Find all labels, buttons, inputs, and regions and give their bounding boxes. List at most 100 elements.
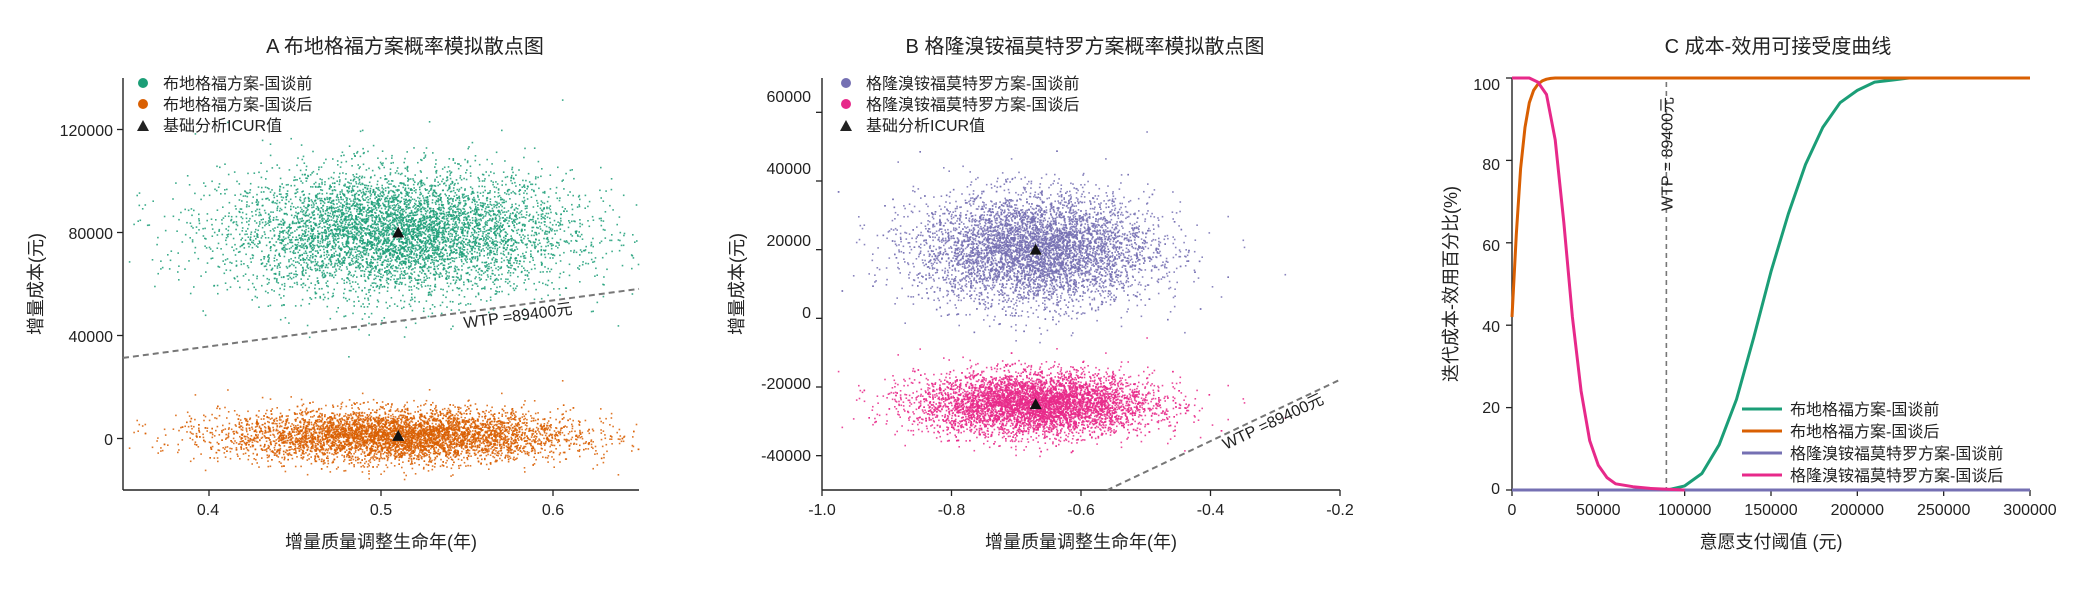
scatter-point <box>424 207 427 210</box>
scatter-point <box>454 162 456 164</box>
scatter-point <box>408 267 410 270</box>
scatter-point <box>527 278 530 280</box>
scatter-point <box>396 238 398 241</box>
scatter-point <box>321 287 323 290</box>
scatter-point <box>634 241 636 243</box>
scatter-point <box>256 277 258 280</box>
scatter-point <box>241 227 244 229</box>
scatter-point <box>387 237 390 239</box>
scatter-point <box>549 188 552 190</box>
scatter-point <box>514 181 516 184</box>
scatter-point <box>306 264 309 267</box>
scatter-point <box>339 209 342 212</box>
scatter-point <box>391 154 393 157</box>
scatter-point <box>374 211 376 214</box>
scatter-point <box>305 235 308 237</box>
scatter-point <box>273 235 276 237</box>
scatter-point <box>415 279 417 281</box>
scatter-point <box>448 231 450 233</box>
scatter-point <box>466 232 469 235</box>
scatter-point <box>480 219 482 222</box>
scatter-point <box>484 215 487 217</box>
scatter-point <box>515 229 518 232</box>
scatter-point <box>353 274 355 276</box>
scatter-point <box>412 228 414 230</box>
scatter-point <box>401 172 403 175</box>
scatter-point <box>340 216 342 219</box>
scatter-point <box>385 255 388 257</box>
scatter-point <box>293 282 296 284</box>
scatter-point <box>290 238 293 241</box>
scatter-point <box>403 300 406 303</box>
scatter-point <box>447 203 450 205</box>
scatter-point <box>553 306 555 309</box>
scatter-point <box>337 233 340 235</box>
scatter-point <box>451 223 454 226</box>
scatter-point <box>247 172 249 175</box>
scatter-point <box>269 230 272 232</box>
scatter-point <box>447 267 449 269</box>
scatter-point <box>305 272 307 274</box>
scatter-point <box>421 224 424 226</box>
scatter-point <box>327 217 329 219</box>
scatter-point <box>479 238 481 240</box>
scatter-point <box>380 222 382 225</box>
scatter-point <box>316 268 319 270</box>
scatter-point <box>433 306 436 308</box>
scatter-point <box>498 215 501 218</box>
scatter-point <box>344 223 347 225</box>
scatter-point <box>198 229 200 231</box>
scatter-point <box>376 261 379 264</box>
scatter-point <box>359 130 362 133</box>
scatter-point <box>588 225 591 228</box>
scatter-point <box>426 246 429 249</box>
scatter-point <box>423 207 425 209</box>
scatter-point <box>465 238 467 241</box>
scatter-point <box>465 171 467 174</box>
scatter-point <box>462 246 465 248</box>
scatter-point <box>336 228 339 231</box>
scatter-point <box>361 220 363 222</box>
scatter-point <box>361 175 364 178</box>
scatter-point <box>304 238 306 241</box>
scatter-point <box>559 238 562 241</box>
scatter-point <box>339 263 342 265</box>
scatter-point <box>474 257 476 260</box>
scatter-point <box>540 222 543 224</box>
scatter-point <box>470 245 472 248</box>
scatter-point <box>184 208 186 211</box>
scatter-point <box>399 267 402 270</box>
scatter-point <box>605 252 608 255</box>
scatter-point <box>394 196 396 199</box>
scatter-point <box>375 216 378 218</box>
scatter-point <box>555 213 558 215</box>
scatter-point <box>505 200 507 203</box>
scatter-point <box>241 221 243 224</box>
scatter-point <box>326 226 329 229</box>
scatter-point <box>404 249 407 251</box>
scatter-point <box>422 245 425 247</box>
scatter-point <box>420 267 423 269</box>
scatter-point <box>288 234 290 236</box>
scatter-point <box>592 219 595 221</box>
scatter-point <box>363 227 365 229</box>
scatter-point <box>359 221 361 224</box>
scatter-point <box>439 272 442 274</box>
scatter-point <box>544 230 547 232</box>
scatter-point <box>387 245 389 248</box>
scatter-point <box>403 262 405 264</box>
scatter-point <box>482 206 484 208</box>
scatter-point <box>515 174 517 176</box>
scatter-point <box>413 224 416 226</box>
scatter-point <box>377 237 379 240</box>
scatter-point <box>429 237 432 240</box>
scatter-point <box>431 243 433 245</box>
scatter-point <box>337 164 339 166</box>
scatter-point <box>321 275 324 277</box>
scatter-point <box>273 234 276 236</box>
scatter-point <box>287 230 290 232</box>
scatter-point <box>335 310 338 313</box>
scatter-point <box>184 268 186 270</box>
scatter-point <box>444 239 447 241</box>
scatter-point <box>361 255 363 257</box>
